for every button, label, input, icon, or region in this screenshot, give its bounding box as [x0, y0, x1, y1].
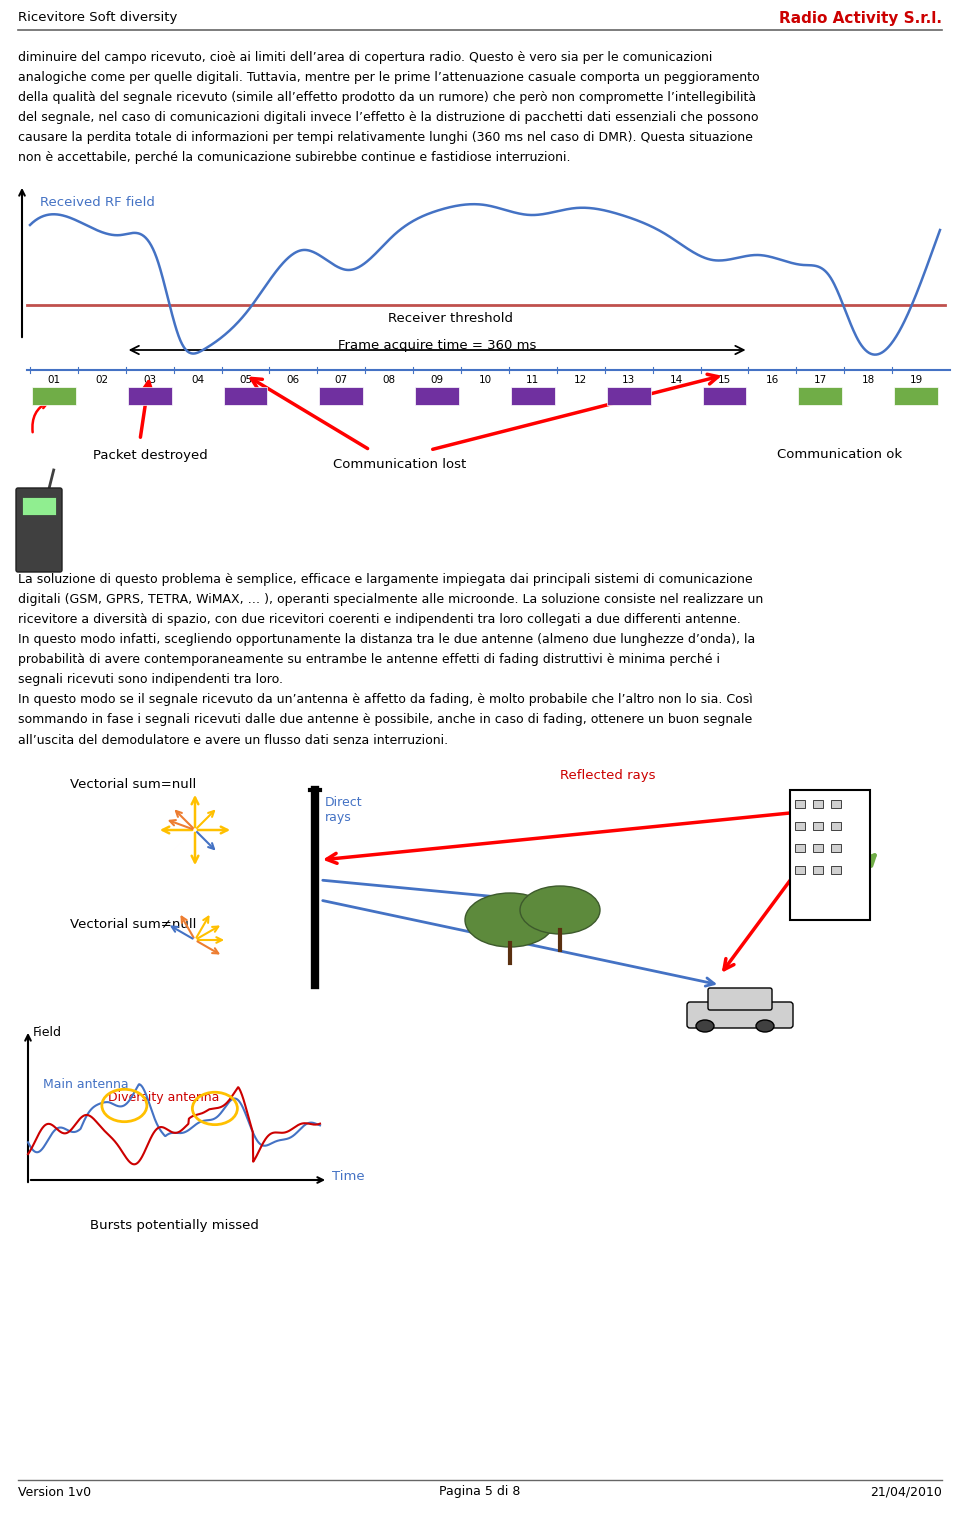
- Text: Frame acquire time = 360 ms: Frame acquire time = 360 ms: [338, 338, 537, 351]
- Ellipse shape: [756, 1020, 774, 1032]
- Text: diminuire del campo ricevuto, cioè ai limiti dell’area di copertura radio. Quest: diminuire del campo ricevuto, cioè ai li…: [18, 52, 712, 65]
- Text: 12: 12: [574, 376, 588, 385]
- Text: TS1: TS1: [427, 391, 446, 400]
- Text: 06: 06: [287, 376, 300, 385]
- Text: In questo modo infatti, scegliendo opportunamente la distanza tra le due antenne: In questo modo infatti, scegliendo oppor…: [18, 633, 756, 647]
- Text: Version 1v0: Version 1v0: [18, 1486, 91, 1498]
- Text: Ricevitore Soft diversity: Ricevitore Soft diversity: [18, 12, 178, 24]
- Text: probabilità di avere contemporaneamente su entrambe le antenne effetti di fading: probabilità di avere contemporaneamente …: [18, 653, 720, 667]
- Text: Packet destroyed: Packet destroyed: [92, 448, 207, 462]
- Text: non è accettabile, perché la comunicazione subirebbe continue e fastidiose inter: non è accettabile, perché la comunicazio…: [18, 152, 570, 165]
- Text: analogiche come per quelle digitali. Tuttavia, mentre per le prime l’attenuazion: analogiche come per quelle digitali. Tut…: [18, 71, 759, 85]
- Text: TS1: TS1: [332, 391, 350, 400]
- Text: In questo modo se il segnale ricevuto da un’antenna è affetto da fading, è molto: In questo modo se il segnale ricevuto da…: [18, 694, 753, 706]
- FancyBboxPatch shape: [831, 867, 841, 874]
- FancyBboxPatch shape: [708, 988, 772, 1011]
- FancyBboxPatch shape: [831, 800, 841, 807]
- Text: Radio Activity S.r.l.: Radio Activity S.r.l.: [779, 11, 942, 26]
- FancyBboxPatch shape: [813, 867, 823, 874]
- Text: Received RF field: Received RF field: [40, 195, 155, 209]
- FancyBboxPatch shape: [511, 386, 555, 405]
- Text: TS1: TS1: [619, 391, 638, 400]
- Text: 21/04/2010: 21/04/2010: [870, 1486, 942, 1498]
- Text: Main antenna: Main antenna: [43, 1079, 129, 1091]
- Text: Field: Field: [33, 1026, 62, 1038]
- Text: La soluzione di questo problema è semplice, efficace e largamente impiegata dai : La soluzione di questo problema è sempli…: [18, 574, 753, 586]
- Text: 05: 05: [239, 376, 252, 385]
- Text: 18: 18: [861, 376, 875, 385]
- FancyBboxPatch shape: [831, 823, 841, 830]
- Text: Bursts potentially missed: Bursts potentially missed: [89, 1218, 258, 1232]
- FancyBboxPatch shape: [32, 386, 76, 405]
- Text: 01: 01: [47, 376, 60, 385]
- Text: Communication ok: Communication ok: [778, 448, 902, 462]
- FancyBboxPatch shape: [703, 386, 747, 405]
- Text: Vectorial sum=null: Vectorial sum=null: [70, 779, 196, 791]
- FancyBboxPatch shape: [320, 386, 363, 405]
- Text: Time: Time: [332, 1171, 365, 1183]
- Text: TS1: TS1: [44, 391, 63, 400]
- Text: digitali (GSM, GPRS, TETRA, WiMAX, … ), operanti specialmente alle microonde. La: digitali (GSM, GPRS, TETRA, WiMAX, … ), …: [18, 594, 763, 606]
- FancyBboxPatch shape: [813, 800, 823, 807]
- Text: ricevitore a diversità di spazio, con due ricevitori coerenti e indipendenti tra: ricevitore a diversità di spazio, con du…: [18, 614, 741, 627]
- Text: TS1: TS1: [523, 391, 542, 400]
- FancyBboxPatch shape: [22, 497, 56, 515]
- Text: 11: 11: [526, 376, 540, 385]
- Text: segnali ricevuti sono indipendenti tra loro.: segnali ricevuti sono indipendenti tra l…: [18, 674, 283, 686]
- FancyBboxPatch shape: [128, 386, 172, 405]
- Ellipse shape: [465, 892, 555, 947]
- FancyBboxPatch shape: [795, 800, 805, 807]
- Text: 02: 02: [95, 376, 108, 385]
- FancyBboxPatch shape: [894, 386, 938, 405]
- FancyBboxPatch shape: [607, 386, 651, 405]
- Text: TS1: TS1: [236, 391, 255, 400]
- Text: 09: 09: [430, 376, 444, 385]
- FancyBboxPatch shape: [813, 823, 823, 830]
- Ellipse shape: [520, 886, 600, 935]
- FancyBboxPatch shape: [831, 844, 841, 851]
- Text: Reflected rays: Reflected rays: [560, 768, 656, 782]
- Text: della qualità del segnale ricevuto (simile all’effetto prodotto da un rumore) ch: della qualità del segnale ricevuto (simi…: [18, 91, 756, 105]
- FancyBboxPatch shape: [813, 844, 823, 851]
- Text: 08: 08: [383, 376, 396, 385]
- FancyBboxPatch shape: [795, 844, 805, 851]
- FancyBboxPatch shape: [16, 488, 62, 573]
- Text: Communication lost: Communication lost: [333, 459, 467, 471]
- Text: 03: 03: [143, 376, 156, 385]
- Text: 10: 10: [478, 376, 492, 385]
- Text: Receiver threshold: Receiver threshold: [388, 312, 513, 326]
- Text: X: X: [146, 391, 154, 400]
- FancyBboxPatch shape: [687, 1001, 793, 1029]
- Text: 16: 16: [766, 376, 779, 385]
- Text: TS1: TS1: [715, 391, 734, 400]
- Text: Diversity antenna: Diversity antenna: [108, 1091, 220, 1104]
- Text: Pagina 5 di 8: Pagina 5 di 8: [440, 1486, 520, 1498]
- Text: 15: 15: [718, 376, 732, 385]
- Text: Vectorial sum≠null: Vectorial sum≠null: [70, 918, 197, 932]
- FancyBboxPatch shape: [795, 823, 805, 830]
- FancyBboxPatch shape: [795, 867, 805, 874]
- Text: 19: 19: [909, 376, 923, 385]
- Ellipse shape: [696, 1020, 714, 1032]
- Text: Direct
rays: Direct rays: [325, 795, 363, 824]
- Text: del segnale, nel caso di comunicazioni digitali invece l’effetto è la distruzion: del segnale, nel caso di comunicazioni d…: [18, 112, 758, 124]
- FancyBboxPatch shape: [224, 386, 268, 405]
- Text: 04: 04: [191, 376, 204, 385]
- Text: 13: 13: [622, 376, 636, 385]
- Text: sommando in fase i segnali ricevuti dalle due antenne è possibile, anche in caso: sommando in fase i segnali ricevuti dall…: [18, 714, 753, 727]
- Text: all’uscita del demodulatore e avere un flusso dati senza interruzioni.: all’uscita del demodulatore e avere un f…: [18, 733, 448, 747]
- Text: causare la perdita totale di informazioni per tempi relativamente lunghi (360 ms: causare la perdita totale di informazion…: [18, 132, 753, 144]
- Text: 07: 07: [335, 376, 348, 385]
- Text: 17: 17: [814, 376, 827, 385]
- FancyBboxPatch shape: [415, 386, 459, 405]
- FancyBboxPatch shape: [790, 789, 870, 920]
- Text: TS1: TS1: [811, 391, 829, 400]
- Text: 14: 14: [670, 376, 684, 385]
- FancyBboxPatch shape: [799, 386, 842, 405]
- Text: TS1: TS1: [906, 391, 925, 400]
